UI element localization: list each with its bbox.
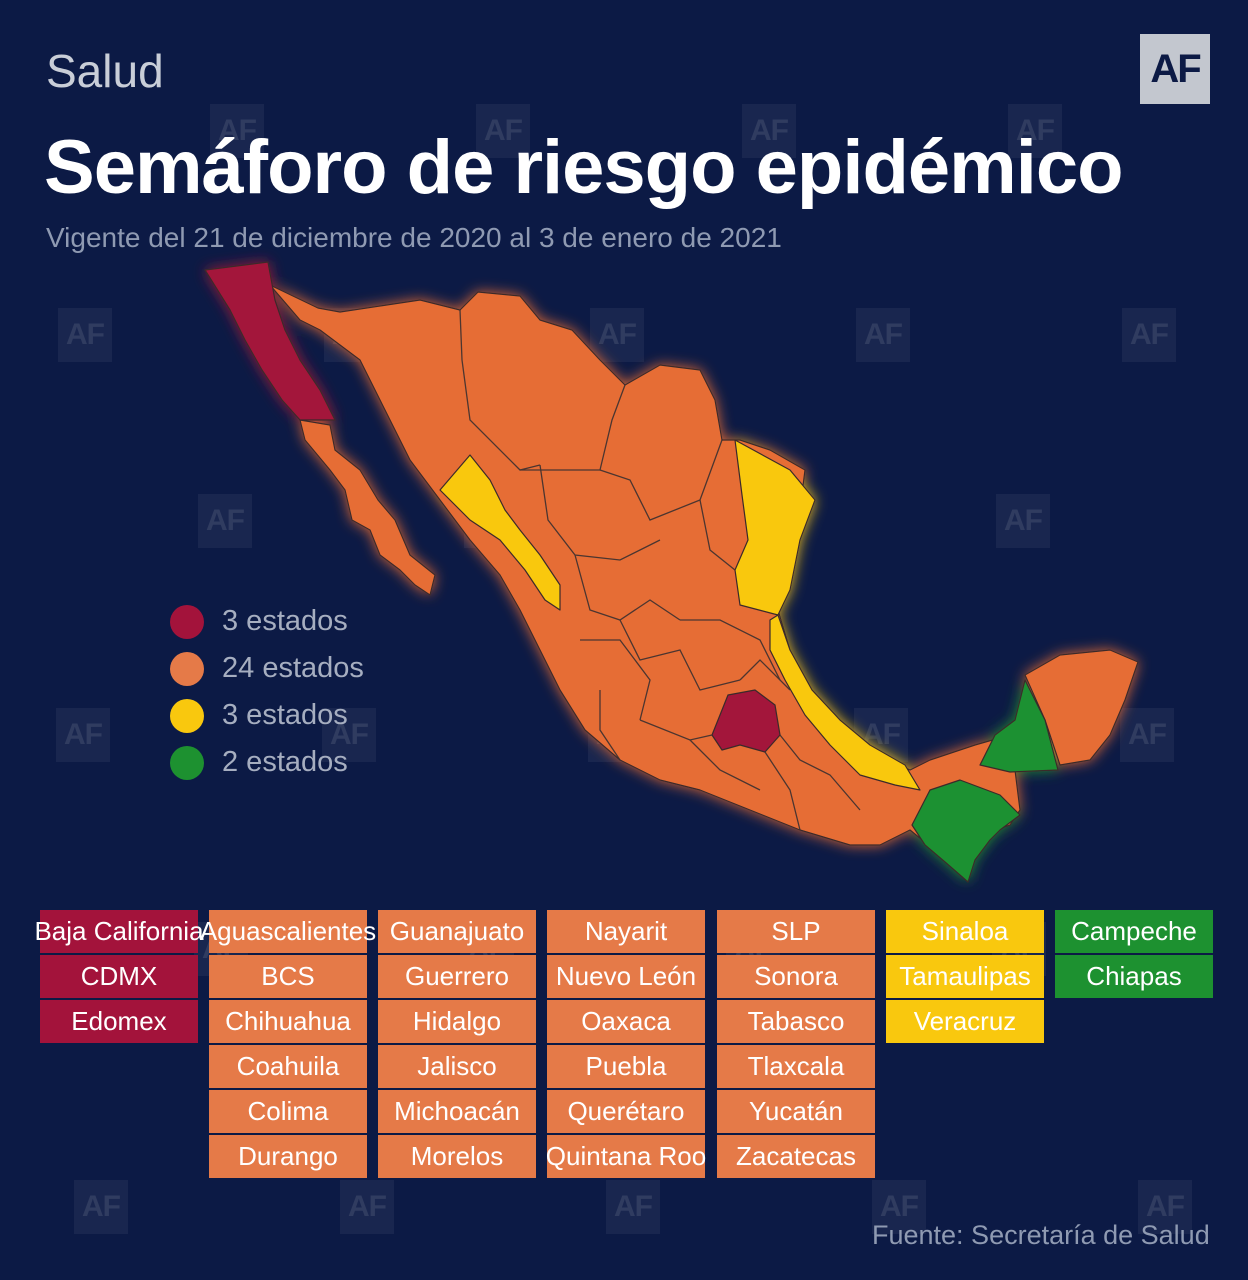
states-column-green: Campeche Chiapas xyxy=(1055,910,1213,1000)
states-column-yellow: Sinaloa Tamaulipas Veracruz xyxy=(886,910,1044,1045)
state-cell: Chiapas xyxy=(1055,955,1213,998)
af-watermark: AF xyxy=(606,1180,660,1234)
state-cell: Chihuahua xyxy=(209,1000,367,1043)
state-cell: Quintana Roo xyxy=(546,1135,706,1178)
af-watermark: AF xyxy=(872,1180,926,1234)
state-cell: Yucatán xyxy=(717,1090,875,1133)
af-watermark: AF xyxy=(340,1180,394,1234)
state-campeche xyxy=(979,679,1059,773)
legend-label: 2 estados xyxy=(222,746,348,778)
legend-label: 3 estados xyxy=(222,699,348,731)
af-watermark: AF xyxy=(742,104,796,158)
state-cell: Durango xyxy=(209,1135,367,1178)
page-title: Semáforo de riesgo epidémico xyxy=(44,125,1124,210)
af-watermark: AF xyxy=(856,308,910,362)
legend-item: 24 estados xyxy=(170,645,364,692)
source-credit: Fuente: Secretaría de Salud xyxy=(872,1220,1210,1250)
state-cell: Tamaulipas xyxy=(886,955,1044,998)
af-watermark: AF xyxy=(56,708,110,762)
state-cell: Nayarit xyxy=(547,910,705,953)
state-cell: Tlaxcala xyxy=(717,1045,875,1088)
legend-dot-red xyxy=(170,604,204,639)
state-cell: Nuevo León xyxy=(547,955,705,998)
af-watermark: AF xyxy=(996,494,1050,548)
af-watermark: AF xyxy=(1120,708,1174,762)
af-watermark: AF xyxy=(198,494,252,548)
legend-item: 3 estados xyxy=(170,598,364,645)
state-veracruz xyxy=(769,614,921,791)
state-cell: Oaxaca xyxy=(547,1000,705,1043)
state-cell: Querétaro xyxy=(547,1090,705,1133)
state-cell: CDMX xyxy=(40,955,198,998)
state-cell: Tabasco xyxy=(717,1000,875,1043)
af-watermark: AF xyxy=(1008,104,1062,158)
legend-dot-orange xyxy=(170,651,204,686)
state-cell: Coahuila xyxy=(209,1045,367,1088)
legend-item: 2 estados xyxy=(170,739,364,786)
state-cell: Puebla xyxy=(547,1045,705,1088)
af-watermark: AF xyxy=(476,104,530,158)
legend-label: 3 estados xyxy=(222,605,348,637)
state-cell: Sinaloa xyxy=(886,910,1044,953)
state-chiapas xyxy=(911,779,1021,883)
af-watermark: AF xyxy=(74,1180,128,1234)
state-cell: Baja California xyxy=(34,910,204,953)
states-column-orange-1: Aguascalientes BCS Chihuahua Coahuila Co… xyxy=(200,910,376,1180)
af-watermark: AF xyxy=(210,104,264,158)
legend-dot-green xyxy=(170,745,204,780)
state-cell: Guerrero xyxy=(378,955,536,998)
page-subtitle: Vigente del 21 de diciembre de 2020 al 3… xyxy=(46,222,782,253)
state-bcs xyxy=(299,419,436,596)
state-cell: Edomex xyxy=(40,1000,198,1043)
state-baja-california xyxy=(204,261,336,421)
map-legend: 3 estados 24 estados 3 estados 2 estados xyxy=(170,598,364,786)
af-watermark: AF xyxy=(1122,308,1176,362)
af-logo: AF xyxy=(1140,34,1210,104)
state-cell: Sonora xyxy=(717,955,875,998)
state-cell: SLP xyxy=(717,910,875,953)
af-watermark: AF xyxy=(58,308,112,362)
state-cell: Morelos xyxy=(378,1135,536,1178)
state-cell: Aguascalientes xyxy=(200,910,376,953)
state-cell: Jalisco xyxy=(378,1045,536,1088)
legend-label: 24 estados xyxy=(222,652,364,684)
states-column-orange-2: Guanajuato Guerrero Hidalgo Jalisco Mich… xyxy=(378,910,536,1180)
state-sinaloa xyxy=(439,454,561,611)
states-column-orange-4: SLP Sonora Tabasco Tlaxcala Yucatán Zaca… xyxy=(717,910,875,1180)
state-cell: Veracruz xyxy=(886,1000,1044,1043)
states-column-orange-3: Nayarit Nuevo León Oaxaca Puebla Queréta… xyxy=(546,910,706,1180)
state-cell: Zacatecas xyxy=(717,1135,875,1178)
states-column-red: Baja California CDMX Edomex xyxy=(34,910,204,1045)
state-cell: Hidalgo xyxy=(378,1000,536,1043)
state-cell: Campeche xyxy=(1055,910,1213,953)
state-cell: BCS xyxy=(209,955,367,998)
section-label: Salud xyxy=(46,45,164,97)
af-watermark: AF xyxy=(1138,1180,1192,1234)
yucatan-peninsula xyxy=(1024,649,1139,766)
state-cell: Colima xyxy=(209,1090,367,1133)
legend-dot-yellow xyxy=(170,698,204,733)
state-cell: Guanajuato xyxy=(378,910,536,953)
state-cell: Michoacán xyxy=(378,1090,536,1133)
state-tamaulipas xyxy=(734,439,816,616)
af-watermark: AF xyxy=(590,308,644,362)
legend-item: 3 estados xyxy=(170,692,364,739)
af-watermark: AF xyxy=(322,708,376,762)
